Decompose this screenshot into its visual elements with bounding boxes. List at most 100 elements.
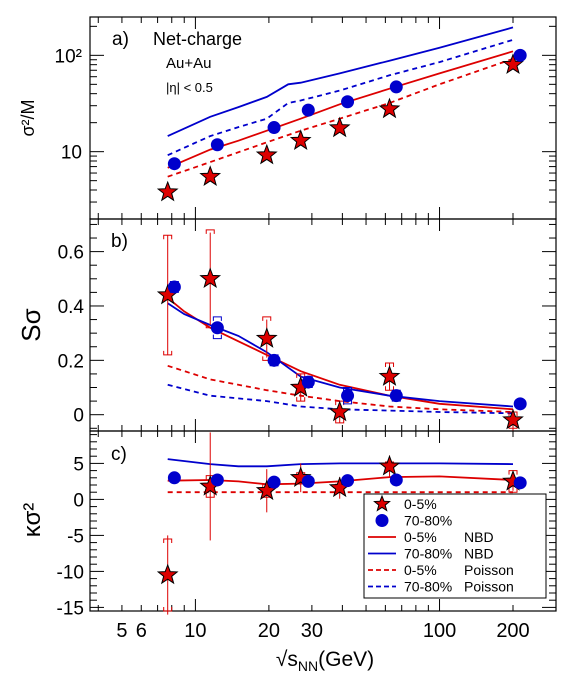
data-point-star	[328, 116, 351, 138]
legend-star-marker	[373, 494, 391, 512]
panel-c-marks	[156, 432, 527, 615]
panel-a-y-axis-title: σ²/M	[18, 99, 38, 136]
data-point-circle	[513, 397, 527, 411]
annotation-net-charge: Net-charge	[153, 29, 242, 49]
data-point-circle	[341, 95, 355, 109]
data-point-star	[199, 267, 222, 289]
data-point-star	[156, 180, 179, 202]
y-tick-label: 0.6	[58, 243, 84, 264]
x-title-sub: NN	[298, 658, 318, 674]
data-point-circle	[389, 80, 403, 94]
series-line-70-80-nbd	[167, 26, 514, 137]
data-point-circle	[267, 121, 281, 135]
panel-b-marks	[156, 229, 527, 431]
data-point-circle	[301, 103, 315, 117]
legend-entry-model: NBD	[464, 546, 494, 562]
series-line-0-5-poisson	[167, 57, 514, 178]
x-tick-label: 100	[423, 620, 456, 642]
y-tick-label: 0	[73, 490, 84, 511]
legend-circle-marker	[375, 514, 389, 527]
sys-error-bracket	[163, 538, 173, 612]
y-tick-label: 10	[61, 143, 82, 164]
data-point-circle	[341, 389, 355, 403]
x-tick-label: 6	[136, 620, 147, 642]
data-point-star	[289, 129, 312, 150]
legend-box	[363, 493, 547, 599]
legend-entry-model: NBD	[464, 529, 494, 545]
data-point-star	[255, 143, 278, 165]
data-point-circle	[267, 353, 281, 367]
y-tick-label: -15	[57, 598, 84, 619]
y-tick-label: -10	[57, 562, 84, 583]
y-tick-label: 5	[73, 454, 84, 475]
panel-b-ticks: 0 0.2 0.4 0.6	[58, 219, 556, 431]
data-point-circle	[167, 280, 181, 294]
panel-a: 10 10² a) Net-charge Au+Au |η| < 0.5 σ²/M	[18, 16, 557, 220]
data-point-circle	[210, 138, 224, 152]
y-title-b: Sσ	[16, 308, 46, 341]
data-point-star	[502, 408, 524, 430]
data-point-circle	[210, 473, 224, 487]
legend-entry-label: 0-5%	[404, 562, 437, 578]
panel-c-label: c)	[111, 444, 127, 465]
data-point-star	[156, 563, 179, 585]
series-line-70-80-poisson	[167, 38, 514, 157]
data-point-circle	[210, 321, 224, 335]
legend-entry-model: Poisson	[464, 579, 514, 595]
x-axis-title: √sNN(GeV)	[276, 648, 374, 674]
y-tick-label: 0.2	[58, 351, 84, 372]
y-tick-label: 0	[73, 406, 84, 427]
panel-b-frame	[89, 218, 557, 432]
series-line-70-80-poisson	[167, 383, 514, 415]
data-point-circle	[513, 476, 527, 490]
panel-c: -15-10-505 c) κσ² 0-5%70-80%0-5% NBD70-80…	[19, 430, 557, 619]
legend-entry-label: 70-80%	[404, 546, 452, 562]
annotation-eta-cut: |η| < 0.5	[166, 80, 213, 95]
y-title-c: κσ²	[19, 503, 46, 538]
legend-entry-label: 70-80%	[404, 513, 452, 529]
data-point-star	[378, 454, 401, 476]
data-point-star	[378, 97, 401, 119]
x-tick-label: 200	[496, 620, 529, 642]
x-title-main: √s	[276, 648, 298, 671]
annotation-au-au: Au+Au	[166, 55, 211, 72]
series-line-70-80-nbd	[167, 302, 514, 408]
data-point-star	[328, 400, 351, 422]
panel-a-marks	[156, 26, 527, 202]
series-line-0-5-poisson	[167, 364, 514, 413]
data-point-circle	[389, 389, 403, 403]
panel-a-label: a)	[112, 29, 129, 50]
x-tick-label: 5	[116, 620, 127, 642]
legend-entry-model: Poisson	[464, 562, 514, 578]
series-line-0-5-nbd	[167, 297, 514, 411]
panel-b: 0 0.2 0.4 0.6 b) Sσ	[16, 218, 557, 432]
sys-error-bracket	[343, 387, 353, 405]
x-tick-label: 10	[184, 620, 206, 642]
y-tick-label: 0.4	[58, 297, 85, 318]
data-point-circle	[301, 375, 315, 389]
legend-entry-label: 0-5%	[404, 529, 437, 545]
data-point-circle	[167, 471, 181, 485]
sys-error-bracket	[296, 373, 306, 402]
data-point-circle	[341, 474, 355, 488]
sys-error-bracket	[212, 316, 222, 340]
y-tick-label: -5	[67, 526, 84, 547]
data-point-star	[289, 466, 312, 488]
data-point-circle	[389, 473, 403, 487]
x-tick-label: 20	[258, 620, 280, 642]
data-point-star	[378, 365, 401, 386]
x-axis-title-text: √sNN(GeV)	[276, 648, 374, 674]
legend-entry-label: 70-80%	[404, 579, 452, 595]
data-point-star	[199, 165, 222, 186]
panel-a-ticks: 10 10²	[55, 17, 556, 220]
sys-error-bracket	[385, 362, 395, 391]
x-title-unit: (GeV)	[318, 648, 374, 671]
panel-b-y-axis-title: Sσ	[16, 308, 46, 341]
x-tick-label: 30	[301, 620, 323, 642]
data-point-circle	[167, 157, 181, 171]
data-point-circle	[267, 475, 281, 489]
data-point-star	[255, 327, 278, 348]
data-point-circle	[513, 48, 527, 62]
